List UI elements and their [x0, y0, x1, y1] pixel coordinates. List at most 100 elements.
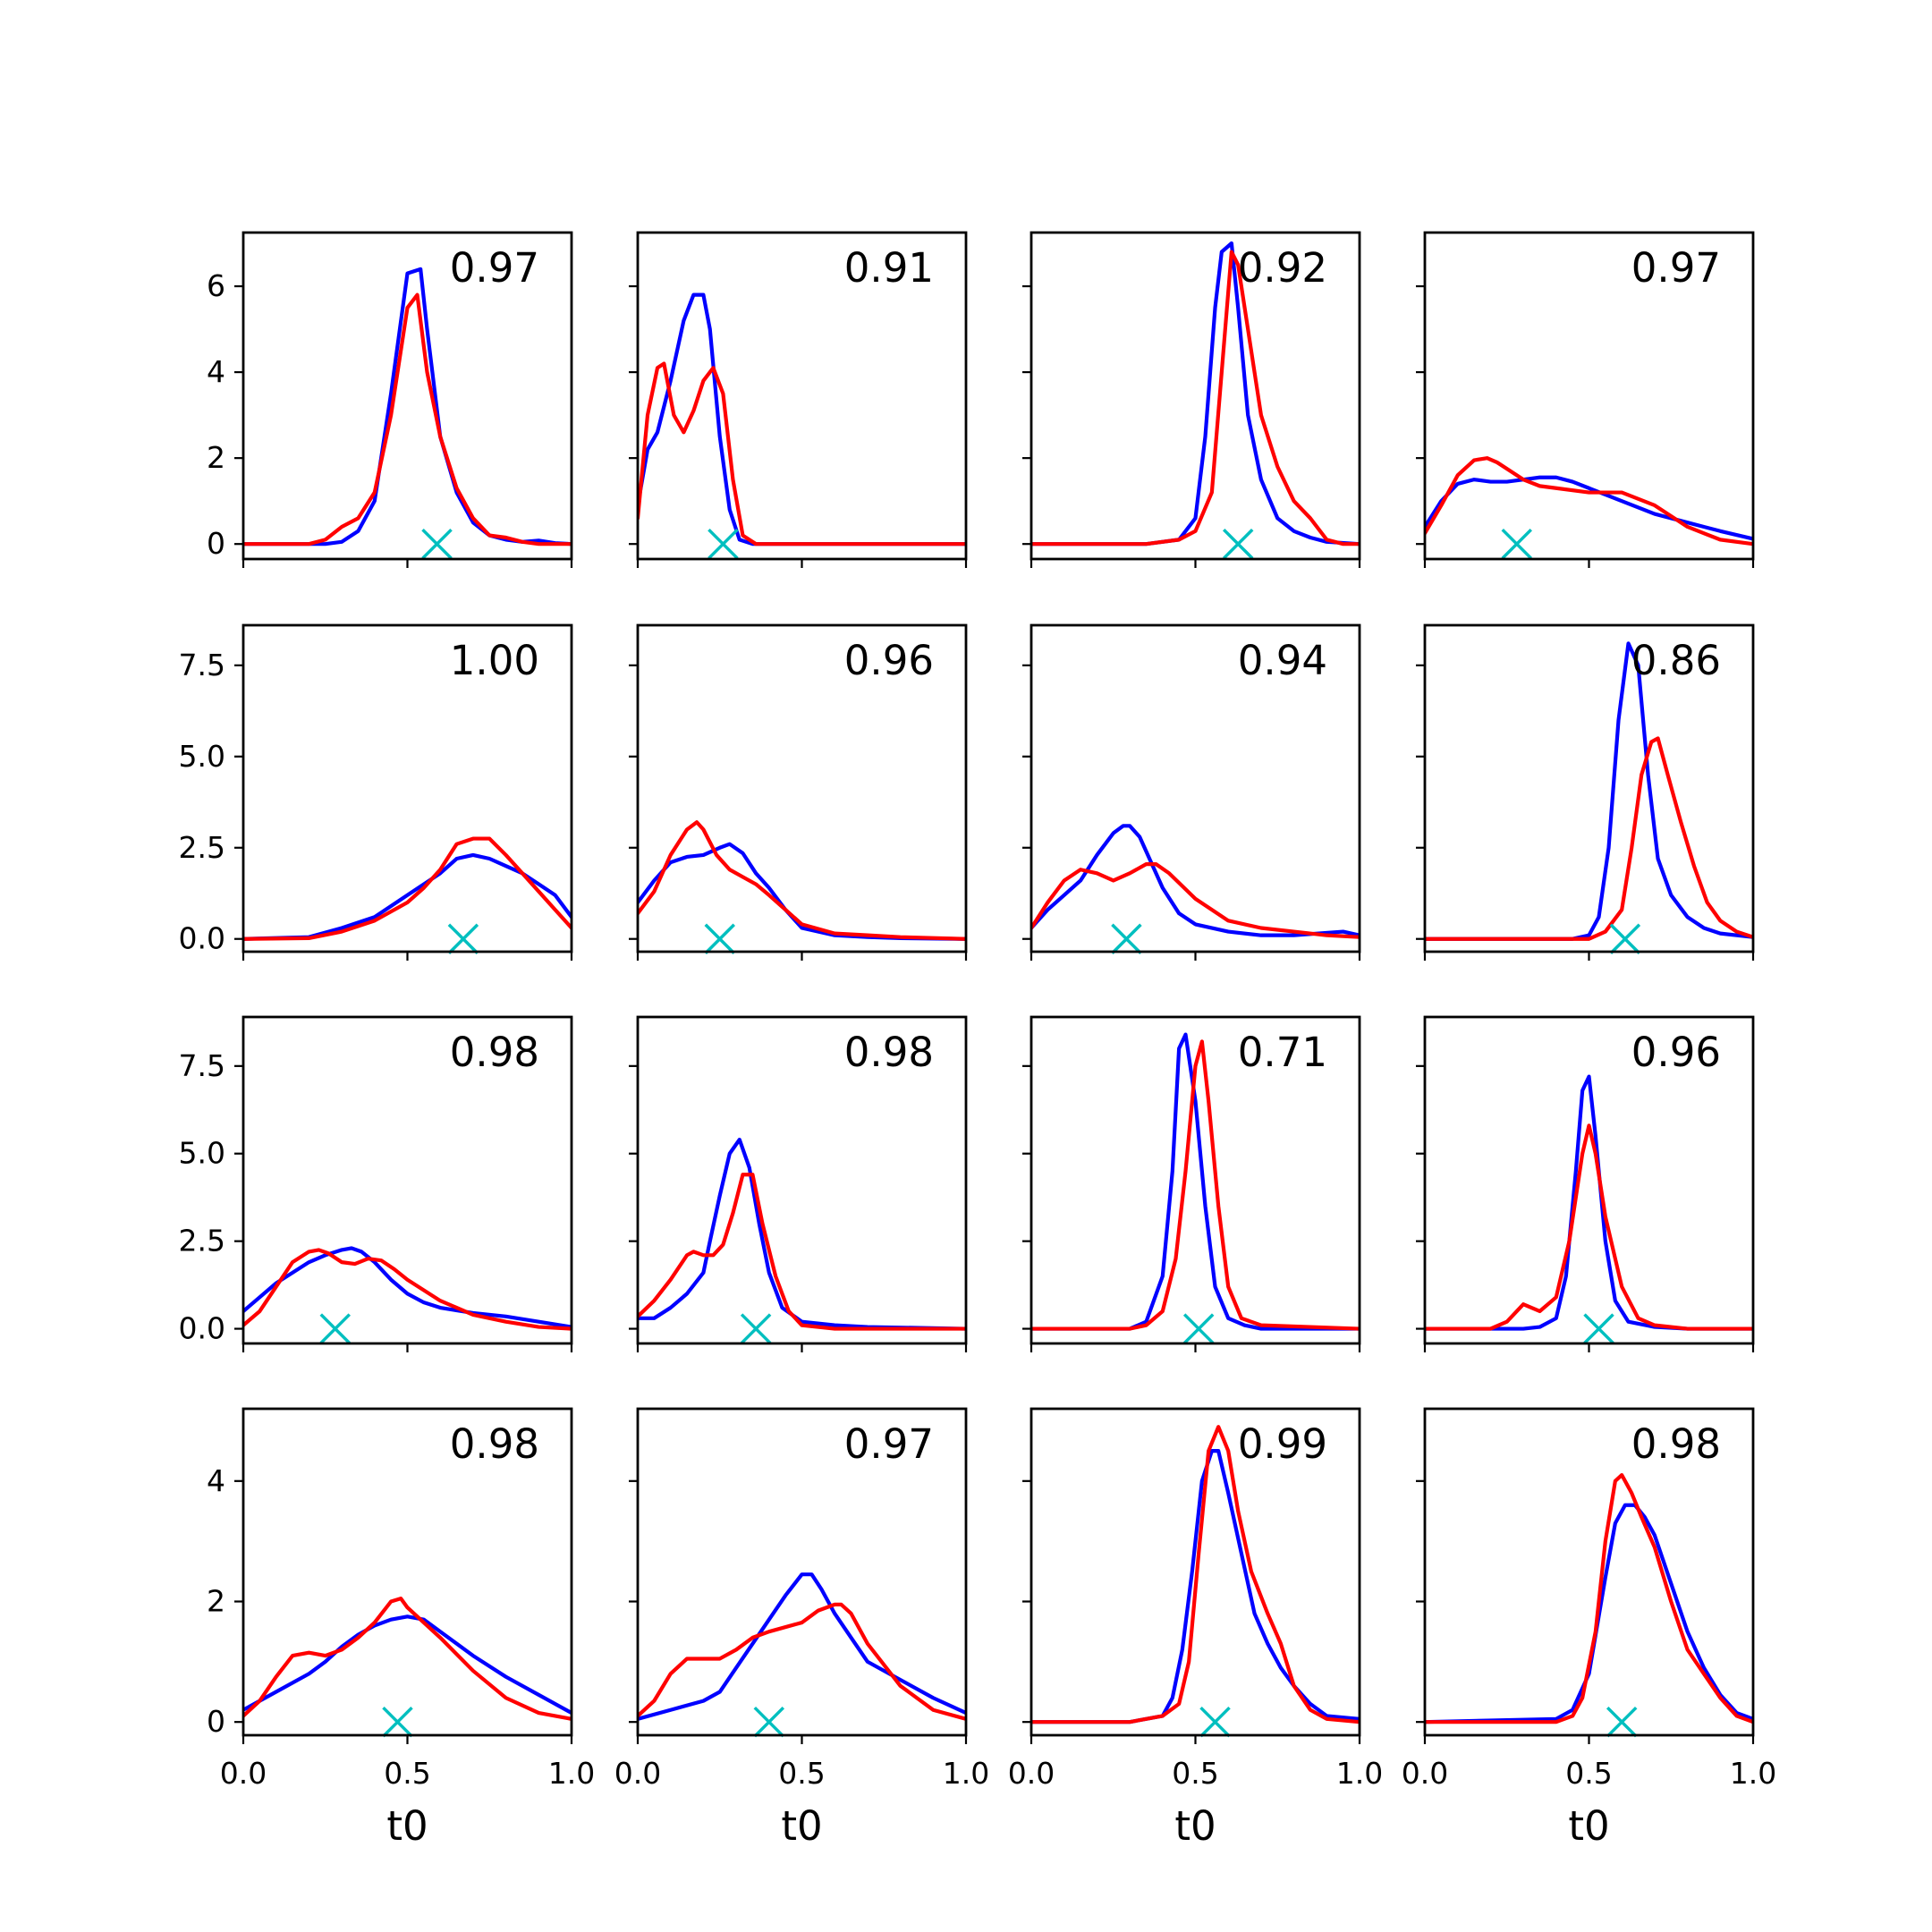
x-axis-label: t0	[386, 1802, 428, 1850]
annotation-value: 0.86	[1631, 637, 1721, 684]
subplot-3-3: 0.71	[1022, 1015, 1361, 1352]
series-blue-line	[1425, 1503, 1753, 1724]
subplot-3-1: 0.0 2.5 5.0 7.5 0.98	[179, 1015, 573, 1352]
series-blue-line	[638, 1572, 966, 1721]
marker-stroke	[753, 1706, 785, 1738]
series-blue-line	[1425, 475, 1753, 541]
y-tick-label: 0.0	[179, 1311, 225, 1346]
series-blue-line	[1031, 241, 1360, 547]
subplot-4-2: 0.0 0.5 1.0 t0 0.97	[614, 1407, 989, 1850]
true-value-marker	[1606, 1706, 1638, 1738]
subplot-1-1: 0 2 4 6 0.97	[207, 231, 573, 568]
true-value-marker	[319, 1313, 351, 1344]
annotation-value: 0.96	[1631, 1029, 1721, 1076]
marker-stroke	[1182, 1313, 1215, 1344]
x-axis-label: t0	[781, 1802, 822, 1850]
marker-stroke	[1111, 923, 1142, 954]
series-red-line	[243, 292, 572, 547]
subplot-2-4: 0.86	[1416, 623, 1755, 961]
x-tick-label: 0.0	[1008, 1756, 1055, 1791]
annotation-value: 0.71	[1238, 1029, 1327, 1076]
series-red-line	[1425, 736, 1753, 941]
x-tick-label: 0.5	[778, 1756, 825, 1791]
series-red-line	[1031, 862, 1360, 939]
series-red-line	[638, 1602, 966, 1721]
annotation-value: 0.97	[450, 244, 539, 292]
x-axis-label: t0	[1174, 1802, 1216, 1850]
true-value-marker	[753, 1706, 785, 1738]
marker-stroke	[382, 1706, 413, 1738]
true-value-marker	[447, 923, 479, 954]
marker-stroke	[740, 1313, 772, 1344]
true-value-marker	[1583, 1313, 1614, 1344]
true-value-marker	[1182, 1313, 1215, 1344]
series-red-line	[1425, 1123, 1753, 1331]
true-value-marker	[704, 923, 735, 954]
series-blue-line	[1031, 824, 1360, 937]
y-tick-label: 0	[207, 526, 225, 561]
marker-stroke	[704, 923, 735, 954]
marker-stroke	[708, 528, 739, 560]
y-tick-label: 2.5	[179, 830, 225, 865]
true-value-marker	[708, 528, 739, 560]
true-value-marker	[421, 528, 453, 560]
annotation-value: 0.99	[1238, 1420, 1327, 1468]
series-blue-line	[1425, 1074, 1753, 1331]
marker-stroke	[319, 1313, 351, 1344]
marker-stroke	[1606, 1706, 1638, 1738]
x-axis-label: t0	[1568, 1802, 1609, 1850]
true-value-marker	[382, 1706, 413, 1738]
marker-stroke	[1501, 528, 1532, 560]
annotation-value: 1.00	[450, 637, 539, 684]
series-blue-line	[1031, 1032, 1360, 1331]
subplot-2-1: 0.0 2.5 5.0 7.5 1.00	[179, 623, 573, 961]
true-value-marker	[1501, 528, 1532, 560]
series-red-line	[638, 1173, 966, 1331]
annotation-value: 0.97	[844, 1420, 934, 1468]
series-blue-line	[243, 1614, 572, 1716]
x-tick-label: 0.5	[1172, 1756, 1218, 1791]
marker-stroke	[1583, 1313, 1614, 1344]
subplot-4-3: 0.0 0.5 1.0 t0 0.99	[1008, 1407, 1383, 1850]
annotation-value: 0.92	[1238, 244, 1327, 292]
subplot-3-4: 0.96	[1416, 1015, 1755, 1352]
subplot-1-4: 0.97	[1416, 231, 1755, 568]
series-red-line	[1425, 456, 1753, 547]
x-tick-label: 1.0	[548, 1756, 595, 1791]
series-blue-line	[638, 292, 966, 547]
series-red-line	[243, 836, 572, 941]
annotation-value: 0.96	[844, 637, 934, 684]
x-tick-label: 0.0	[1402, 1756, 1448, 1791]
y-tick-label: 2	[207, 440, 225, 475]
x-tick-label: 1.0	[1730, 1756, 1776, 1791]
y-tick-label: 2	[207, 1583, 225, 1618]
x-tick-label: 0.5	[1565, 1756, 1612, 1791]
y-tick-label: 4	[207, 354, 225, 389]
x-tick-label: 0.0	[220, 1756, 267, 1791]
x-tick-label: 1.0	[1336, 1756, 1383, 1791]
series-blue-line	[638, 1137, 966, 1331]
series-blue-line	[243, 852, 572, 941]
subplot-2-2: 0.96	[629, 623, 968, 961]
subplot-4-1: 0 2 4 0.0 0.5 1.0 t0 0.98	[207, 1407, 595, 1850]
marker-stroke	[447, 923, 479, 954]
x-tick-label: 0.0	[614, 1756, 661, 1791]
y-tick-label: 7.5	[179, 1048, 225, 1083]
marker-stroke	[1199, 1706, 1231, 1738]
marker-stroke	[1222, 528, 1254, 560]
subplot-1-3: 0.92	[1022, 231, 1361, 568]
subplot-2-3: 0.94	[1022, 623, 1361, 961]
series-red-line	[1425, 1472, 1753, 1724]
annotation-value: 0.91	[844, 244, 934, 292]
series-blue-line	[1425, 641, 1753, 941]
x-tick-label: 0.5	[384, 1756, 430, 1791]
marker-stroke	[1609, 923, 1641, 954]
series-red-line	[1031, 250, 1360, 547]
y-tick-label: 0.0	[179, 921, 225, 956]
true-value-marker	[740, 1313, 772, 1344]
series-red-line	[638, 361, 966, 547]
marker-stroke	[421, 528, 453, 560]
true-value-marker	[1111, 923, 1142, 954]
y-tick-label: 5.0	[179, 739, 225, 774]
